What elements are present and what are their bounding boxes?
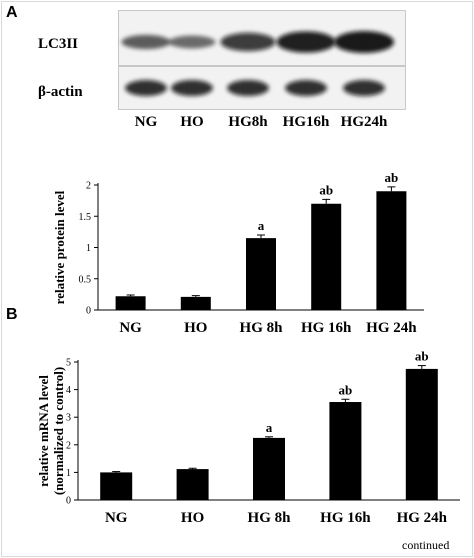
bar: [180, 296, 211, 310]
y-tick-label: 0: [86, 306, 91, 317]
bar: [176, 469, 209, 500]
x-category-label: HG 24h: [366, 320, 417, 336]
bar: [115, 296, 146, 310]
lc3ii-band: [334, 31, 394, 53]
lc3ii-band: [276, 31, 336, 53]
x-category-label: HO: [181, 510, 204, 526]
actin-band: [227, 80, 269, 96]
x-category-label: HG 8h: [240, 320, 284, 336]
significance-label: ab: [319, 182, 333, 197]
blot-lane-label: HO: [180, 114, 204, 130]
y-tick-label: 3: [66, 413, 71, 424]
x-category-label: HG 16h: [320, 510, 371, 526]
significance-label: a: [258, 218, 265, 233]
y-tick-label: 0: [66, 496, 71, 507]
y-tick-label: 1: [66, 468, 71, 479]
x-category-label: HG 16h: [301, 320, 352, 336]
significance-label: ab: [339, 382, 353, 397]
panel-a-letter: A: [6, 4, 18, 21]
y-tick-label: 1: [86, 243, 91, 254]
x-category-label: HG 24h: [397, 510, 448, 526]
y-axis-label: relative mRNA level: [36, 375, 51, 487]
western-blot-bands: [121, 31, 394, 96]
footer-continued: continued: [402, 538, 450, 552]
x-category-label: NG: [119, 320, 142, 336]
actin-band: [285, 80, 327, 96]
bar: [405, 368, 438, 500]
lc3ii-band: [168, 35, 216, 49]
y-tick-label: 0.5: [79, 274, 92, 285]
y-axis-label-secondary: (normalized to control): [51, 367, 66, 495]
actin-band: [343, 80, 385, 96]
x-category-label: HG 8h: [248, 510, 292, 526]
lc3ii-band: [220, 32, 276, 52]
bar: [246, 238, 276, 310]
y-tick-label: 4: [66, 385, 71, 396]
bar: [329, 402, 362, 500]
y-tick-label: 1.5: [79, 212, 92, 223]
y-tick-label: 2: [66, 440, 71, 451]
y-axis-label: relative protein level: [52, 190, 67, 304]
bar: [100, 472, 133, 500]
panel-b-letter: B: [6, 306, 18, 323]
actin-band: [171, 80, 213, 96]
y-tick-label: 2: [86, 181, 91, 192]
significance-label: ab: [415, 349, 429, 364]
x-category-label: NG: [105, 510, 128, 526]
bar: [376, 191, 407, 310]
blot-row-label-actin: β-actin: [38, 84, 83, 100]
blot-lane-label: HG24h: [340, 114, 388, 130]
y-tick-label: 5: [66, 358, 71, 369]
blot-lane-label: NG: [134, 114, 158, 130]
lc3ii-band: [121, 34, 171, 50]
x-category-label: HO: [184, 320, 207, 336]
blot-row-label-lc3ii: LC3II: [38, 36, 79, 52]
bar: [311, 203, 342, 310]
blot-lane-label: HG16h: [282, 114, 330, 130]
significance-label: a: [266, 420, 273, 435]
significance-label: ab: [385, 170, 399, 185]
bar: [253, 437, 285, 500]
blot-lane-label: HG8h: [228, 114, 268, 130]
actin-band: [125, 80, 167, 96]
